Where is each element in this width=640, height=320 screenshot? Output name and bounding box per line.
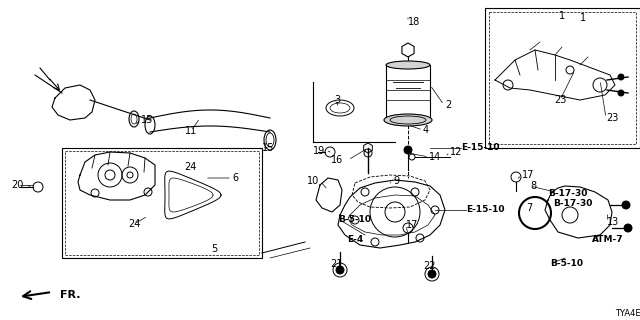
Circle shape	[336, 266, 344, 274]
Text: E-15-10: E-15-10	[461, 143, 499, 153]
Circle shape	[622, 201, 630, 209]
Text: 17: 17	[522, 170, 534, 180]
Text: B-17-30: B-17-30	[548, 188, 588, 197]
Text: 1: 1	[580, 13, 586, 23]
Ellipse shape	[386, 61, 430, 69]
Text: B-17-30: B-17-30	[553, 198, 593, 207]
Text: 13: 13	[607, 217, 620, 227]
Text: 17: 17	[406, 220, 419, 230]
Text: E-4: E-4	[347, 236, 364, 244]
Text: 15: 15	[141, 115, 154, 125]
Text: 19: 19	[313, 146, 325, 156]
Ellipse shape	[384, 114, 432, 126]
Text: 9: 9	[393, 176, 399, 186]
Text: 1: 1	[559, 11, 566, 21]
Bar	[489, 12, 636, 144]
Text: 6: 6	[232, 173, 238, 183]
Text: 20: 20	[12, 180, 24, 190]
Circle shape	[624, 224, 632, 232]
Text: 24: 24	[128, 219, 140, 229]
Text: 16: 16	[331, 155, 343, 165]
Text: 7: 7	[526, 203, 532, 213]
Text: FR.: FR.	[60, 290, 81, 300]
Text: 12: 12	[450, 147, 462, 157]
Text: B-5-10: B-5-10	[338, 215, 371, 225]
Bar	[62, 148, 262, 258]
Circle shape	[618, 74, 624, 80]
Bar	[65, 151, 259, 255]
Circle shape	[404, 146, 412, 154]
Text: B-5-10: B-5-10	[550, 259, 583, 268]
Text: 5: 5	[211, 244, 217, 254]
Text: 24: 24	[184, 162, 196, 172]
Text: 8: 8	[530, 181, 536, 191]
Circle shape	[428, 270, 436, 278]
Text: E-15-10: E-15-10	[466, 205, 504, 214]
Text: 2: 2	[445, 100, 451, 110]
Text: 11: 11	[185, 126, 197, 136]
Text: 18: 18	[408, 17, 420, 27]
Text: 15: 15	[262, 143, 275, 153]
Text: TYA4E1500: TYA4E1500	[615, 308, 640, 317]
Text: 23: 23	[554, 95, 566, 105]
Bar	[485, 8, 640, 148]
Text: 21: 21	[330, 259, 342, 269]
Text: 23: 23	[606, 113, 618, 123]
Text: 10: 10	[307, 176, 319, 186]
Text: 14: 14	[429, 152, 441, 162]
Text: 22: 22	[424, 261, 436, 271]
Text: 4: 4	[423, 125, 429, 135]
Text: 3: 3	[334, 95, 340, 105]
Text: ATM-7: ATM-7	[592, 236, 623, 244]
Bar	[386, 65, 430, 120]
Circle shape	[618, 90, 624, 96]
